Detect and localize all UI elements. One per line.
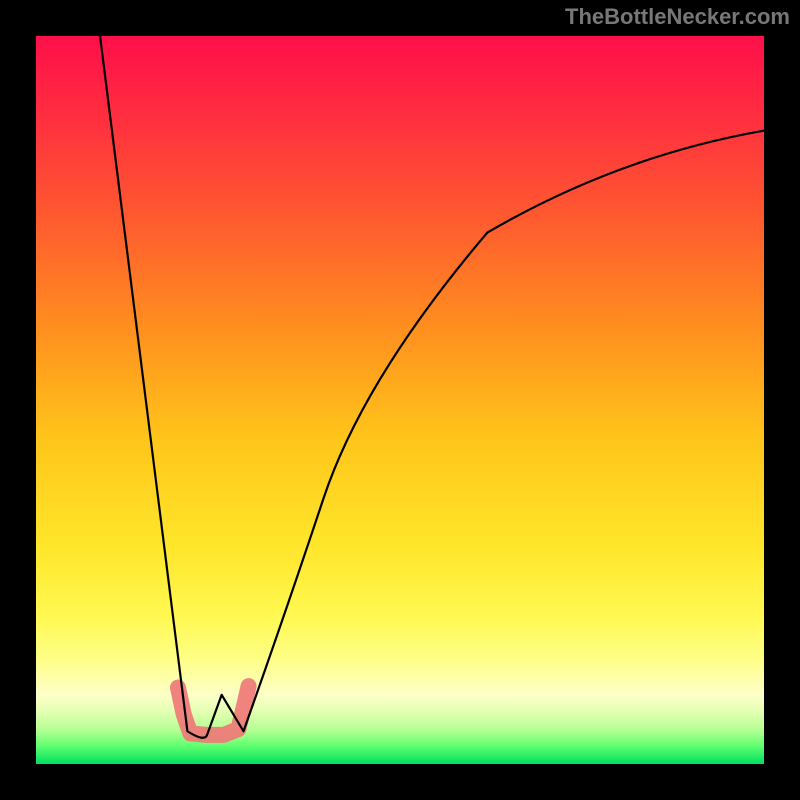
plot-area <box>36 36 764 764</box>
plot-svg <box>36 36 764 764</box>
watermark-text: TheBottleNecker.com <box>565 4 790 30</box>
chart-frame: TheBottleNecker.com <box>0 0 800 800</box>
